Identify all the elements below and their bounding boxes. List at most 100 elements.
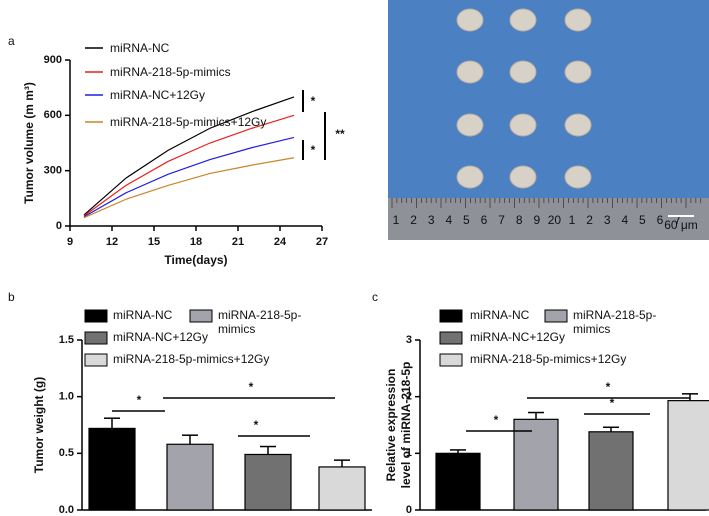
ruler <box>388 198 709 240</box>
ruler-label: 3 <box>428 213 435 227</box>
legend-swatch <box>439 331 463 345</box>
y-tick-label: 1.0 <box>59 391 74 403</box>
ruler-label: 1 <box>569 213 576 227</box>
significance-label: * <box>494 413 499 427</box>
series-line <box>83 114 295 217</box>
x-tick-label: 9 <box>67 236 73 248</box>
photo: 1 2 3 4 5 6 7 8 9 20 1 2 3 4 5 6 760 μm <box>388 0 709 240</box>
bar <box>88 427 136 511</box>
ruler-label: 3 <box>604 213 611 227</box>
scale-bar-label: 60 μm <box>664 218 698 232</box>
panel-label: a <box>8 34 15 48</box>
legend-label: miRNA-218-5p-mimics <box>110 65 231 79</box>
legend-label: miRNA-NC+12Gy <box>110 88 206 102</box>
ruler-label: 4 <box>621 213 628 227</box>
tumor <box>456 8 484 32</box>
legend-swatch <box>544 309 568 323</box>
legend-swatch <box>439 309 463 323</box>
legend-label: miRNA-NC <box>470 308 530 322</box>
y-tick-label: 2 <box>406 391 412 403</box>
bar <box>244 453 292 511</box>
y-tick-label: 300 <box>44 165 62 177</box>
significance-label: * <box>606 380 611 394</box>
x-tick-label: 12 <box>106 236 118 248</box>
legend-label: miRNA-NC <box>113 308 173 322</box>
y-axis-label: Tumor volume (m m³) <box>22 82 36 204</box>
y-axis-label: Tumor weight (g) <box>32 377 46 473</box>
y-tick-label: 0 <box>56 220 62 232</box>
legend-label: miRNA-NC+12Gy <box>113 330 209 344</box>
tumor <box>509 165 537 189</box>
bar <box>667 400 709 511</box>
tumor <box>564 8 592 32</box>
y-axis-label: level of miRNA-218-5p <box>399 362 413 489</box>
ruler-label: 8 <box>516 213 523 227</box>
x-tick-label: 24 <box>274 236 287 248</box>
tumor <box>456 165 484 189</box>
panel-label: b <box>8 290 15 304</box>
legend-label: miRNA-218-5p-mimics+12Gy <box>110 115 267 129</box>
significance-label: * <box>311 143 316 157</box>
x-tick-label: 21 <box>232 236 244 248</box>
x-axis-label: Time(days) <box>164 253 227 267</box>
series-line <box>83 157 295 219</box>
y-tick-label: 3 <box>406 334 412 346</box>
series-line <box>83 136 295 218</box>
significance-label: * <box>311 94 316 108</box>
y-tick-label: 900 <box>44 54 62 66</box>
tumor <box>456 113 484 137</box>
ruler-label: 5 <box>463 213 470 227</box>
series-line <box>83 96 295 216</box>
ruler-label: 6 <box>481 213 488 227</box>
y-tick-label: 1.5 <box>59 334 74 346</box>
tumor <box>564 113 592 137</box>
y-tick-label: 0 <box>406 504 412 516</box>
legend-swatch <box>84 353 108 367</box>
legend-swatch <box>189 309 213 323</box>
ruler-label: 6 <box>657 213 664 227</box>
significance-label: * <box>249 380 254 394</box>
x-tick-label: 18 <box>190 236 202 248</box>
ruler-label: 7 <box>498 213 505 227</box>
significance-label: * <box>254 418 259 432</box>
bar <box>588 431 634 511</box>
legend-swatch <box>84 309 108 323</box>
x-tick-label: 27 <box>316 236 328 248</box>
bar <box>166 443 214 511</box>
tumor <box>509 60 537 84</box>
legend-label: miRNA-218-5p-mimics <box>573 308 657 336</box>
ruler-label: 2 <box>586 213 593 227</box>
ruler-label: 20 <box>548 213 562 227</box>
panel-label: c <box>372 290 378 304</box>
legend-swatch <box>84 331 108 345</box>
bar <box>318 466 366 511</box>
ruler-label: 7 <box>674 213 681 227</box>
bar <box>435 452 481 511</box>
legend-swatch <box>439 353 463 367</box>
y-axis-label: Relative expression <box>384 369 398 482</box>
tumor <box>509 113 537 137</box>
significance-label: * <box>610 396 615 410</box>
y-tick-label: 0.5 <box>59 447 74 459</box>
y-tick-label: 0.0 <box>59 504 74 516</box>
ruler-label: 1 <box>393 213 400 227</box>
ruler-label: 9 <box>533 213 540 227</box>
legend-label: miRNA-NC+12Gy <box>470 330 566 344</box>
bar <box>513 418 559 511</box>
y-tick-label: 1 <box>406 447 412 459</box>
ruler-label: 2 <box>410 213 417 227</box>
ruler-label: 5 <box>639 213 646 227</box>
tumor <box>564 165 592 189</box>
significance-label: * <box>137 393 142 407</box>
y-tick-label: 600 <box>44 109 62 121</box>
legend-label: miRNA-218-5p-mimics <box>218 308 302 336</box>
significance-label: ** <box>335 127 345 141</box>
ruler-label: 4 <box>445 213 452 227</box>
legend-label: miRNA-218-5p-mimics+12Gy <box>470 352 627 366</box>
tumor <box>456 60 484 84</box>
legend-label: miRNA-218-5p-mimics+12Gy <box>113 352 270 366</box>
legend-label: miRNA-NC <box>110 41 170 55</box>
x-tick-label: 15 <box>148 236 160 248</box>
